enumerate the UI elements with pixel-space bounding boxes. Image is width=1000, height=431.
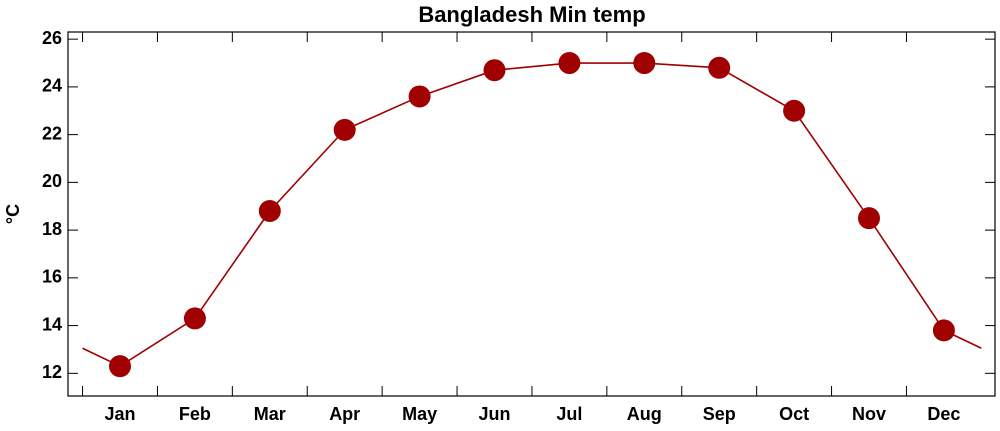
y-tick-label: 16: [42, 267, 62, 287]
data-point: [858, 207, 880, 230]
data-point: [708, 56, 731, 79]
y-tick-label: 24: [42, 76, 62, 96]
data-point: [932, 319, 955, 342]
x-tick-label: Feb: [179, 404, 211, 424]
data-point: [183, 307, 206, 330]
y-tick-label: 18: [42, 219, 62, 239]
x-tick-label: Jul: [556, 404, 582, 424]
y-tick-label: 20: [42, 171, 62, 191]
x-tick-label: Dec: [927, 404, 960, 424]
y-tick-label: 14: [42, 314, 62, 334]
y-tick-label: 22: [42, 123, 62, 143]
x-tick-label: May: [402, 404, 437, 424]
data-point: [633, 52, 656, 75]
data-point: [408, 85, 431, 108]
data-point: [558, 52, 581, 75]
x-tick-label: Sep: [703, 404, 736, 424]
x-tick-label: Jan: [104, 404, 135, 424]
y-tick-label: 26: [42, 28, 62, 48]
y-axis-label: °C: [3, 204, 23, 224]
x-tick-label: Aug: [627, 404, 662, 424]
x-tick-label: Apr: [329, 404, 360, 424]
chart-title: Bangladesh Min temp: [418, 2, 645, 27]
data-point: [783, 99, 806, 122]
x-tick-label: Nov: [852, 404, 886, 424]
data-point: [333, 118, 356, 141]
data-point: [258, 200, 281, 223]
data-point: [109, 355, 131, 378]
y-tick-label: 12: [42, 362, 62, 382]
x-tick-label: Oct: [779, 404, 809, 424]
data-line: [119, 62, 945, 367]
plot-frame: [67, 31, 996, 397]
wrap-line: [82, 329, 982, 367]
x-tick-label: Mar: [254, 404, 286, 424]
x-tick-label: Jun: [478, 404, 510, 424]
data-point: [483, 59, 506, 82]
